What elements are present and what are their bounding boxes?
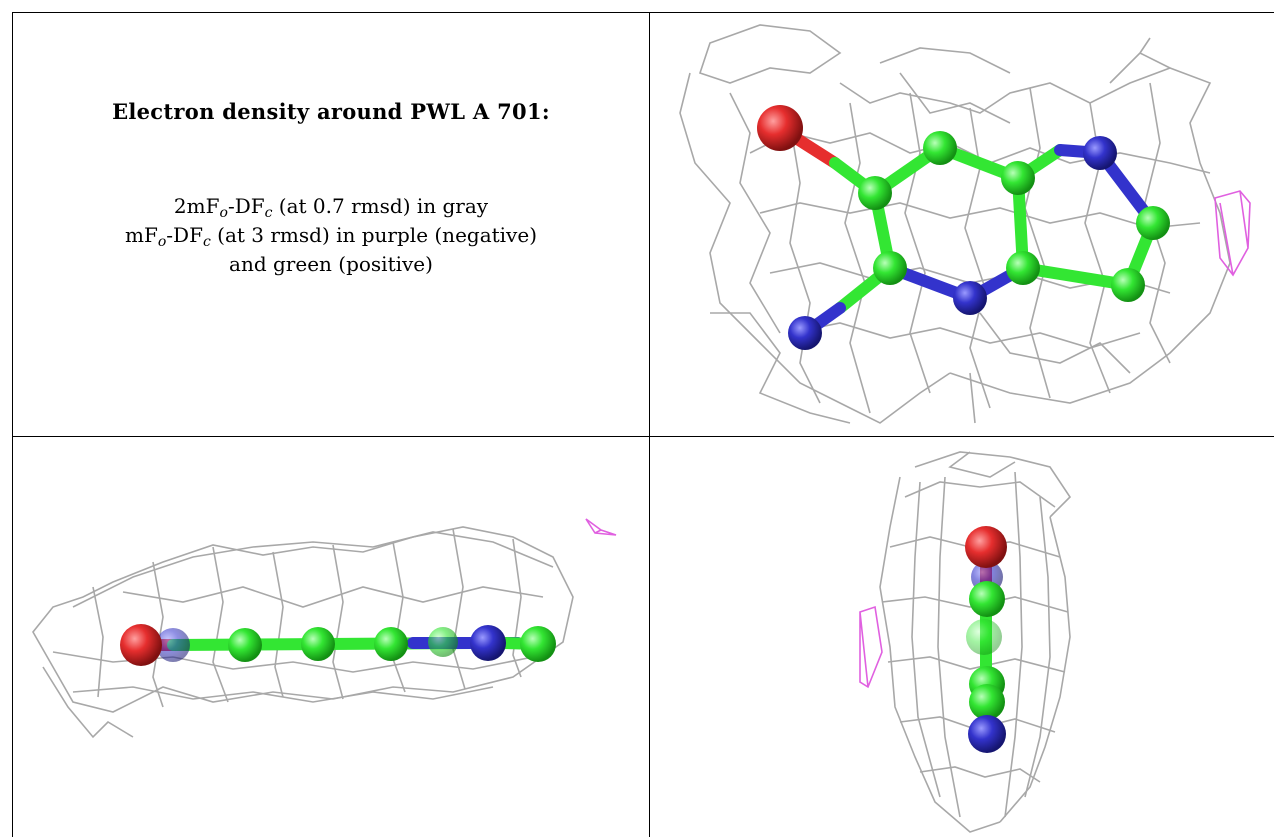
oxygen-atom <box>757 105 803 151</box>
ligand-atoms <box>757 105 1170 350</box>
table-divider-vertical <box>649 12 650 837</box>
caption-legend: 2mFo-DFc (at 0.7 rmsd) in gray mFo-DFc (… <box>125 192 537 279</box>
legend-line-colors: and green (positive) <box>229 252 433 276</box>
carbon-atom <box>873 251 907 285</box>
carbon-atom <box>966 619 1002 655</box>
density-mesh-purple <box>585 518 617 536</box>
carbon-atom <box>520 626 556 662</box>
legend-line-diff: mFo-DFc (at 3 rmsd) in purple (negative) <box>125 223 537 250</box>
side-view-image <box>32 518 617 739</box>
end-view-image <box>859 451 1072 833</box>
carbon-atom <box>428 627 458 657</box>
ligand-atoms <box>120 624 556 666</box>
carbon-atom <box>858 176 892 210</box>
carbon-atom <box>301 627 335 661</box>
density-mesh-purple <box>859 605 883 689</box>
legend-line-gray: 2mFo-DFc (at 0.7 rmsd) in gray <box>173 194 489 221</box>
caption-title: Electron density around PWL A 701: <box>112 99 550 124</box>
ligand-atoms <box>965 526 1007 753</box>
carbon-atom <box>1006 251 1040 285</box>
table-border-top <box>12 12 1274 13</box>
carbon-atom <box>228 628 262 662</box>
nitrogen-atom <box>953 281 987 315</box>
carbon-atom <box>969 581 1005 617</box>
carbon-atom <box>1001 161 1035 195</box>
nitrogen-atom <box>968 715 1006 753</box>
nitrogen-atom <box>788 316 822 350</box>
density-mesh-gray <box>879 451 1072 833</box>
panel-top-view <box>650 13 1274 436</box>
table-border-left <box>12 12 13 837</box>
carbon-atom <box>374 627 408 661</box>
panel-end-view <box>650 437 1274 837</box>
nitrogen-atom <box>470 625 506 661</box>
nitrogen-atom <box>156 628 190 662</box>
carbon-atom <box>1136 206 1170 240</box>
carbon-atom <box>923 131 957 165</box>
panel-side-view <box>13 437 649 837</box>
carbon-atom <box>969 684 1005 720</box>
caption-cell: Electron density around PWL A 701: 2mFo-… <box>13 13 649 436</box>
density-mesh-purple <box>1214 190 1251 277</box>
figure-table: Electron density around PWL A 701: 2mFo-… <box>12 12 1274 837</box>
oxygen-atom <box>120 624 162 666</box>
top-view-image <box>679 24 1251 424</box>
density-mesh-gray <box>32 526 574 739</box>
oxygen-atom <box>965 526 1007 568</box>
table-divider-horizontal <box>12 436 1274 437</box>
carbon-atom <box>1111 268 1145 302</box>
nitrogen-atom <box>1083 136 1117 170</box>
